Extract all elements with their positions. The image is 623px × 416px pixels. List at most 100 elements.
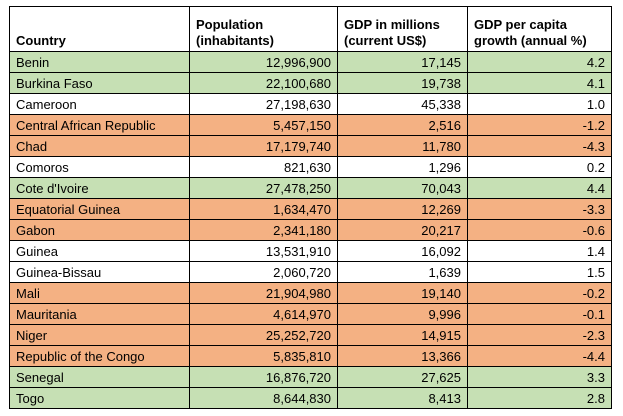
- cell-gdp: 14,915: [337, 324, 468, 346]
- cell-gdp: 19,738: [337, 72, 468, 94]
- cell-country: Cameroon: [9, 93, 190, 115]
- header-growth-line2: growth (annual %): [474, 33, 587, 48]
- table-row: Guinea-Bissau 2,060,720 1,639 1.5: [9, 261, 612, 283]
- cell-growth: -4.4: [467, 345, 612, 367]
- cell-population: 821,630: [189, 156, 338, 178]
- cell-gdp: 19,140: [337, 282, 468, 304]
- table-row: Republic of the Congo 5,835,810 13,366 -4.4: [9, 345, 612, 367]
- header-growth-line1: GDP per capita: [474, 17, 567, 32]
- table-row: Chad 17,179,740 11,780 -4.3: [9, 135, 612, 157]
- cell-gdp: 8,413: [337, 387, 468, 409]
- data-table: Country Population (inhabitants) GDP in m…: [9, 6, 612, 409]
- table-row: Mauritania 4,614,970 9,996 -0.1: [9, 303, 612, 325]
- cell-growth: -0.6: [467, 219, 612, 241]
- cell-growth: -4.3: [467, 135, 612, 157]
- cell-growth: 3.3: [467, 366, 612, 388]
- cell-country: Benin: [9, 51, 190, 73]
- header-population: Population (inhabitants): [189, 6, 338, 52]
- cell-population: 21,904,980: [189, 282, 338, 304]
- table-row: Central African Republic 5,457,150 2,516 -1…: [9, 114, 612, 136]
- cell-population: 27,198,630: [189, 93, 338, 115]
- header-country: Country: [9, 6, 190, 52]
- header-row: Country Population (inhabitants) GDP in m…: [9, 6, 612, 52]
- header-population-line1: Population: [196, 17, 264, 32]
- cell-population: 1,634,470: [189, 198, 338, 220]
- cell-population: 16,876,720: [189, 366, 338, 388]
- cell-population: 22,100,680: [189, 72, 338, 94]
- cell-country: Guinea-Bissau: [9, 261, 190, 283]
- cell-country: Senegal: [9, 366, 190, 388]
- table-row: Gabon 2,341,180 20,217 -0.6: [9, 219, 612, 241]
- cell-country: Burkina Faso: [9, 72, 190, 94]
- cell-gdp: 12,269: [337, 198, 468, 220]
- table-row: Equatorial Guinea 1,634,470 12,269 -3.3: [9, 198, 612, 220]
- cell-growth: 2.8: [467, 387, 612, 409]
- cell-country: Equatorial Guinea: [9, 198, 190, 220]
- table-row: Burkina Faso 22,100,680 19,738 4.1: [9, 72, 612, 94]
- cell-gdp: 1,639: [337, 261, 468, 283]
- cell-country: Togo: [9, 387, 190, 409]
- cell-growth: 1.4: [467, 240, 612, 262]
- cell-gdp: 45,338: [337, 93, 468, 115]
- cell-population: 25,252,720: [189, 324, 338, 346]
- cell-growth: 1.5: [467, 261, 612, 283]
- cell-country: Mauritania: [9, 303, 190, 325]
- cell-gdp: 27,625: [337, 366, 468, 388]
- header-gdp-line2: (current US$): [344, 33, 427, 48]
- table-row: Guinea 13,531,910 16,092 1.4: [9, 240, 612, 262]
- header-population-line2: (inhabitants): [196, 33, 274, 48]
- cell-country: Niger: [9, 324, 190, 346]
- cell-population: 12,996,900: [189, 51, 338, 73]
- cell-population: 8,644,830: [189, 387, 338, 409]
- table-body: Benin 12,996,900 17,145 4.2 Burkina Faso 22,1…: [9, 51, 612, 409]
- cell-population: 4,614,970: [189, 303, 338, 325]
- table-row: Mali 21,904,980 19,140 -0.2: [9, 282, 612, 304]
- cell-population: 17,179,740: [189, 135, 338, 157]
- cell-country: Guinea: [9, 240, 190, 262]
- cell-gdp: 2,516: [337, 114, 468, 136]
- cell-gdp: 20,217: [337, 219, 468, 241]
- cell-growth: 4.1: [467, 72, 612, 94]
- header-gdp: GDP in millions (current US$): [337, 6, 468, 52]
- header-gdp-line1: GDP in millions: [344, 17, 440, 32]
- header-growth: GDP per capita growth (annual %): [467, 6, 612, 52]
- cell-growth: 1.0: [467, 93, 612, 115]
- table-row: Cameroon 27,198,630 45,338 1.0: [9, 93, 612, 115]
- cell-gdp: 16,092: [337, 240, 468, 262]
- cell-population: 2,341,180: [189, 219, 338, 241]
- table-row: Benin 12,996,900 17,145 4.2: [9, 51, 612, 73]
- cell-country: Republic of the Congo: [9, 345, 190, 367]
- cell-growth: -1.2: [467, 114, 612, 136]
- table-row: Senegal 16,876,720 27,625 3.3: [9, 366, 612, 388]
- cell-growth: -0.2: [467, 282, 612, 304]
- cell-country: Mali: [9, 282, 190, 304]
- cell-country: Chad: [9, 135, 190, 157]
- cell-gdp: 11,780: [337, 135, 468, 157]
- cell-country: Gabon: [9, 219, 190, 241]
- cell-country: Comoros: [9, 156, 190, 178]
- cell-country: Central African Republic: [9, 114, 190, 136]
- cell-gdp: 70,043: [337, 177, 468, 199]
- cell-gdp: 17,145: [337, 51, 468, 73]
- cell-population: 2,060,720: [189, 261, 338, 283]
- table-row: Comoros 821,630 1,296 0.2: [9, 156, 612, 178]
- cell-population: 5,457,150: [189, 114, 338, 136]
- cell-growth: -3.3: [467, 198, 612, 220]
- table-header: Country Population (inhabitants) GDP in m…: [9, 6, 612, 52]
- cell-growth: 4.2: [467, 51, 612, 73]
- cell-gdp: 13,366: [337, 345, 468, 367]
- table-row: Cote d'Ivoire 27,478,250 70,043 4.4: [9, 177, 612, 199]
- cell-gdp: 1,296: [337, 156, 468, 178]
- cell-population: 13,531,910: [189, 240, 338, 262]
- cell-growth: 0.2: [467, 156, 612, 178]
- cell-population: 27,478,250: [189, 177, 338, 199]
- cell-gdp: 9,996: [337, 303, 468, 325]
- cell-growth: -0.1: [467, 303, 612, 325]
- cell-growth: -2.3: [467, 324, 612, 346]
- table-row: Niger 25,252,720 14,915 -2.3: [9, 324, 612, 346]
- header-country-label: Country: [16, 33, 66, 48]
- table-row: Togo 8,644,830 8,413 2.8: [9, 387, 612, 409]
- cell-population: 5,835,810: [189, 345, 338, 367]
- cell-growth: 4.4: [467, 177, 612, 199]
- cell-country: Cote d'Ivoire: [9, 177, 190, 199]
